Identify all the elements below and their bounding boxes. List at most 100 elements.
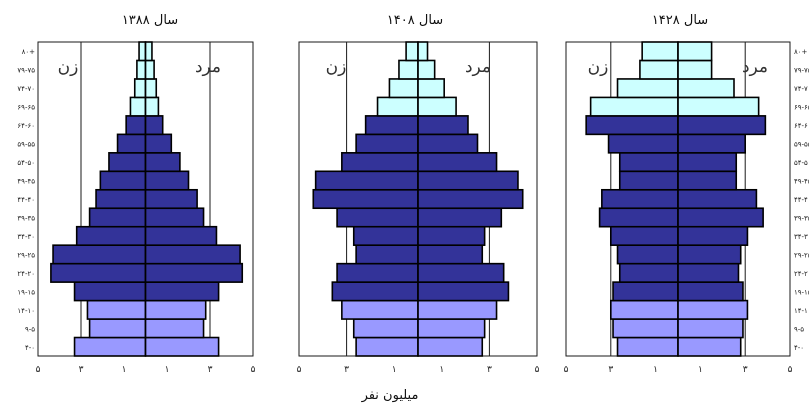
bar-male-13 (144, 96, 160, 117)
bar-female-2 (341, 299, 419, 320)
age-group-label: ۳۴-۳۰ (17, 233, 35, 241)
female-label: زن (588, 57, 609, 77)
bar-male-5 (417, 244, 484, 265)
bar-female-2 (609, 299, 679, 320)
bar-female-12 (125, 115, 147, 136)
bar-male-16 (417, 41, 429, 62)
bar-male-3 (417, 281, 510, 302)
bar-female-0 (355, 336, 419, 357)
age-group-label: ۵۹-۵۵ (17, 141, 35, 149)
bar-male-10 (677, 152, 738, 173)
bar-female-5 (616, 244, 679, 265)
bar-female-13 (589, 96, 679, 117)
bar-male-4 (677, 262, 740, 283)
bar-female-7 (598, 207, 679, 228)
age-group-label: ۴-۰ (794, 344, 804, 352)
bar-male-5 (677, 244, 742, 265)
x-tick-label: ۱ (122, 365, 127, 375)
bar-male-11 (677, 133, 746, 154)
x-tick-label: ۱ (392, 365, 397, 375)
bar-male-2 (144, 299, 207, 320)
bar-male-12 (677, 115, 767, 136)
bar-male-4 (417, 262, 505, 283)
age-group-label: ۲۴-۲۰ (794, 270, 809, 278)
bar-female-11 (607, 133, 679, 154)
bar-female-1 (352, 318, 419, 339)
age-group-label: ۸۰+ (794, 48, 808, 56)
age-group-label: ۲۹-۲۵ (17, 251, 35, 259)
bar-female-10 (341, 152, 419, 173)
bar-male-11 (144, 133, 173, 154)
age-group-label: ۷۴-۷۰ (794, 85, 809, 93)
age-group-label: ۳۹-۳۵ (794, 214, 809, 222)
bar-female-12 (585, 115, 679, 136)
bar-female-9 (314, 170, 419, 191)
bar-female-13 (129, 96, 147, 117)
bar-male-7 (677, 207, 764, 228)
bar-male-12 (144, 115, 164, 136)
male-label: مرد (465, 57, 491, 77)
bar-male-3 (144, 281, 220, 302)
bar-female-7 (336, 207, 419, 228)
x-tick-label: ۳ (344, 365, 349, 375)
age-group-label: ۳۴-۳۰ (794, 233, 809, 241)
age-group-label: ۶۴-۶۰ (794, 122, 809, 130)
bar-male-7 (417, 207, 503, 228)
bar-female-8 (95, 188, 147, 210)
bar-female-8 (601, 188, 679, 210)
bar-male-1 (417, 318, 486, 339)
x-tick-label: ۱ (165, 365, 170, 375)
bar-male-8 (677, 188, 758, 210)
age-group-label: ۵۴-۵۰ (17, 159, 35, 167)
age-group-label: ۱۹-۱۵ (17, 288, 35, 296)
age-group-label: ۴۴-۴۰ (794, 196, 809, 204)
bar-female-14 (388, 78, 419, 99)
age-group-label: ۹-۵ (25, 325, 35, 333)
female-label: زن (326, 57, 347, 77)
bar-female-3 (331, 281, 419, 302)
bar-male-8 (417, 188, 524, 210)
bar-male-15 (677, 59, 713, 80)
age-group-label: ۶۹-۶۵ (794, 104, 809, 112)
bar-male-13 (677, 96, 760, 117)
bar-male-6 (677, 225, 749, 246)
bar-male-13 (417, 96, 457, 117)
pyramid-panel-2: ۵ ۳ ۱ ۱ ۳ ۵ سال ۱۴۰۸ زن مرد (297, 13, 540, 375)
bar-male-9 (677, 170, 738, 191)
bar-female-14 (133, 78, 147, 99)
age-group-label: ۴۹-۴۵ (794, 178, 809, 186)
bar-female-9 (99, 170, 147, 191)
age-group-label: ۳۹-۳۵ (17, 214, 35, 222)
x-tick-label: ۳ (487, 365, 492, 375)
bar-female-7 (88, 207, 147, 228)
bar-male-9 (144, 170, 190, 191)
bar-female-12 (364, 115, 419, 136)
bar-female-1 (88, 318, 147, 339)
bar-female-6 (75, 225, 147, 246)
bar-male-12 (417, 115, 469, 136)
x-tick-label: ۱ (653, 365, 658, 375)
age-group-label: ۴-۰ (25, 344, 35, 352)
bar-female-10 (108, 152, 147, 173)
bar-female-16 (405, 41, 419, 62)
bar-male-0 (417, 336, 484, 357)
bar-male-15 (144, 59, 155, 80)
bar-female-3 (612, 281, 679, 302)
x-tick-label: ۵ (36, 365, 41, 375)
bar-female-6 (352, 225, 419, 246)
x-tick-label: ۵ (564, 365, 569, 375)
bar-male-0 (677, 336, 742, 357)
pyramid-panel-3: ۵ ۳ ۱ ۱ ۳ ۵ سال ۱۴۲۸ زن مرد ۴-۰ ۹-۵ ۱۴-۱۰ ۱۹-۱۵ ۲۴-۲۰… (564, 13, 809, 375)
pyramid-panel-1: ۵ ۳ ۱ ۱ ۳ ۵ سال ۱۳۸۸ زن مرد ۴-۰ ۹-۵ ۱۴-۱۰ ۱۹-۱۵ ۲۴-۲۰… (17, 13, 255, 375)
x-tick-label: ۵ (788, 365, 793, 375)
bar-male-1 (144, 318, 205, 339)
bar-male-6 (417, 225, 486, 246)
x-tick-label: ۳ (208, 365, 213, 375)
x-tick-label: ۳ (608, 365, 613, 375)
bar-male-5 (144, 244, 241, 265)
bar-female-6 (609, 225, 679, 246)
bar-female-5 (52, 244, 147, 265)
bar-female-14 (616, 78, 679, 99)
bar-female-16 (138, 41, 147, 62)
